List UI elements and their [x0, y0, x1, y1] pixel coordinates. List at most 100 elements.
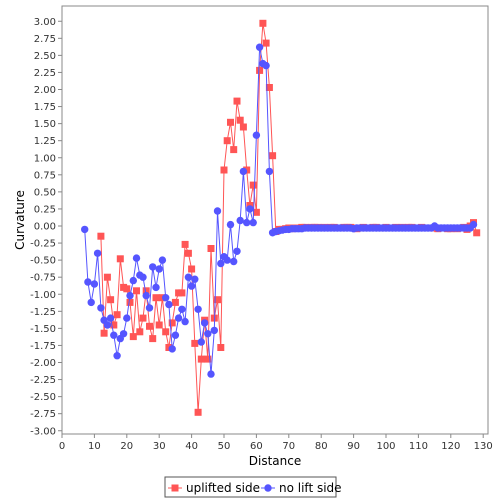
data-point [194, 305, 202, 313]
data-point [113, 311, 121, 319]
data-point [146, 322, 153, 330]
data-point [149, 335, 157, 343]
data-point [230, 257, 238, 266]
y-tick-label: 3.00 [34, 17, 56, 28]
data-point [207, 245, 215, 252]
data-point [123, 285, 131, 293]
data-point [249, 218, 257, 227]
series-no-lift-side [81, 43, 478, 378]
data-point [239, 123, 247, 131]
series-layer [81, 19, 481, 416]
legend-label-uplifted: uplifted side [186, 481, 260, 495]
x-tick-label: 90 [347, 441, 360, 452]
y-tick-label: 1.75 [34, 102, 56, 113]
y-tick-label: -1.75 [30, 341, 56, 352]
y-tick-label: 1.25 [34, 136, 56, 147]
data-point [110, 321, 118, 329]
data-point [132, 254, 141, 262]
data-point [255, 43, 264, 51]
data-point [100, 329, 108, 337]
data-point [181, 317, 189, 326]
y-tick-label: -0.75 [30, 273, 56, 284]
data-point [227, 118, 234, 126]
data-point [191, 339, 199, 347]
data-point [158, 256, 167, 264]
y-tick-label: -1.00 [30, 290, 56, 301]
data-point [184, 273, 193, 281]
data-point [126, 298, 134, 306]
data-point [246, 205, 254, 213]
data-point [162, 328, 170, 336]
y-tick-label: -2.75 [30, 409, 56, 420]
data-point [197, 338, 205, 346]
legend-circle-marker-icon [264, 484, 272, 492]
data-point [191, 275, 199, 283]
data-point [230, 146, 238, 154]
x-tick-label: 50 [218, 441, 231, 452]
x-tick-label: 130 [474, 441, 493, 452]
data-point [155, 265, 163, 273]
data-point [265, 84, 273, 91]
data-point [129, 333, 137, 341]
data-point [220, 166, 228, 174]
data-point [152, 283, 160, 292]
y-tick-label: -2.00 [30, 358, 56, 369]
x-tick-label: 100 [376, 441, 395, 452]
data-point [217, 344, 225, 351]
data-point [269, 152, 277, 160]
y-tick-label: 0.00 [34, 222, 56, 233]
data-point [123, 314, 131, 322]
data-point [145, 304, 154, 312]
data-point [133, 287, 140, 295]
data-point [103, 321, 112, 329]
y-tick-label: 1.50 [34, 119, 56, 130]
data-point [97, 304, 105, 312]
y-tick-label: -3.00 [30, 426, 56, 437]
x-tick-label: 20 [120, 441, 133, 452]
y-tick-label: 2.50 [34, 51, 56, 62]
data-point [469, 220, 478, 229]
data-point [243, 218, 251, 227]
y-tick-label: -0.50 [30, 256, 56, 267]
data-point [236, 216, 244, 225]
data-point [149, 263, 157, 271]
data-point [226, 220, 235, 229]
data-point [213, 207, 222, 215]
data-point [188, 265, 196, 273]
data-point [187, 282, 196, 290]
x-tick-label: 60 [250, 441, 263, 452]
y-tick-label: 0.25 [34, 204, 56, 215]
data-point [239, 167, 248, 176]
data-point [168, 345, 176, 353]
data-point [178, 305, 186, 313]
legend-box [164, 476, 337, 498]
data-point [87, 298, 95, 307]
data-point [262, 39, 270, 47]
data-point [110, 331, 118, 339]
data-point [129, 276, 137, 285]
y-axis-title: Curvature [13, 190, 27, 250]
data-point [90, 280, 99, 288]
data-point [204, 330, 212, 338]
data-point [262, 61, 270, 70]
y-tick-label: -2.50 [30, 392, 56, 403]
x-tick-label: 110 [409, 441, 428, 452]
data-point [217, 259, 225, 268]
data-point [171, 298, 179, 306]
data-point [84, 278, 92, 286]
data-point [162, 294, 170, 302]
data-point [233, 247, 241, 255]
data-point [174, 314, 183, 322]
y-tick-label: -1.25 [30, 307, 56, 318]
x-tick-label: 0 [59, 441, 65, 452]
data-point [200, 319, 209, 327]
x-tick-label: 30 [153, 441, 166, 452]
data-point [178, 289, 186, 297]
data-point [249, 181, 257, 189]
y-tick-label: 2.75 [34, 34, 56, 45]
data-point [142, 287, 150, 295]
x-tick-label: 10 [88, 441, 101, 452]
data-point [119, 330, 128, 338]
legend: uplifted side no lift side [164, 476, 342, 498]
